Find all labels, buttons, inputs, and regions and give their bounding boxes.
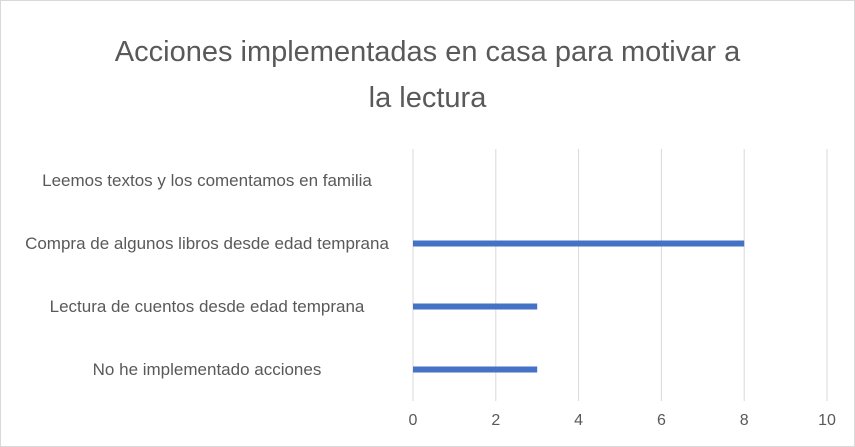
y-tick-label: No he implementado acciones: [92, 359, 322, 379]
y-tick-label: Compra de algunos libros desde edad temp…: [25, 233, 389, 253]
x-tick-label: 8: [740, 412, 749, 429]
x-tick-label: 10: [818, 412, 836, 429]
chart-title: Acciones implementadas en casa para moti…: [114, 36, 741, 114]
bar: [413, 366, 538, 373]
y-tick-label: Leemos textos y los comentamos en famili…: [42, 170, 372, 190]
x-tick-label: 0: [409, 412, 418, 429]
x-tick-label: 4: [574, 412, 583, 429]
y-tick-label: Lectura de cuentos desde edad temprana: [49, 296, 365, 316]
bar: [413, 303, 538, 310]
bar: [413, 240, 745, 247]
x-tick-label: 6: [657, 412, 666, 429]
x-tick-label: 2: [491, 412, 500, 429]
